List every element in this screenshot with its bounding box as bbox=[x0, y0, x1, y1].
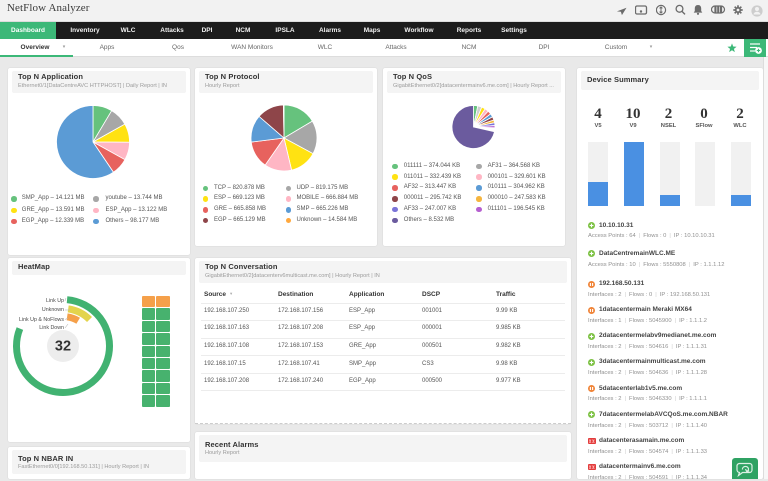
svg-text:32: 32 bbox=[55, 339, 71, 355]
